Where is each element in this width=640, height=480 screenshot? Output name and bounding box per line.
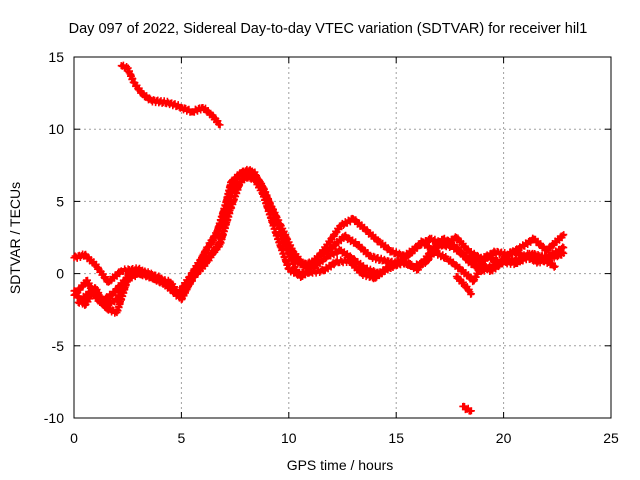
series-trace-high [117,61,224,129]
series-segment [88,287,107,309]
series-segment [324,222,344,249]
series-trace-low [459,402,475,415]
series-segment [372,263,391,282]
y-tick-label: 5 [56,193,64,209]
series-segment [127,267,146,279]
series-segment [346,257,365,277]
series-segment [325,246,343,260]
data-point [467,407,475,415]
x-tick-label: 20 [496,430,512,446]
series-segment [216,187,237,246]
data-point [551,262,559,270]
x-tick-label: 0 [70,430,78,446]
series-segment [105,268,124,286]
series-trace-b [70,168,568,317]
series-segment [82,250,99,269]
plot-frame [73,56,612,419]
axis-ticks: 0 5 10 15 20 25 -10 -5 0 5 10 15 [44,49,619,446]
y-tick-label: -5 [52,338,65,354]
series-segment [436,239,455,251]
y-axis-label: SDTVAR / TECUs [7,182,23,294]
series-segment [281,237,301,277]
y-tick-label: 10 [48,121,64,137]
series-segment [212,190,232,239]
chart-title: Day 097 of 2022, Sidereal Day-to-day VTE… [69,21,588,37]
series-segment [350,216,369,234]
x-tick-label: 5 [178,430,186,446]
y-tick-label: 15 [48,49,64,65]
series-segment [526,249,545,264]
series-segment [114,269,133,304]
series-segment [423,242,442,265]
series-segment [191,257,210,281]
series-segment [272,230,292,273]
series-segment [518,234,537,252]
series-segment [543,231,567,254]
x-axis-label: GPS time / hours [287,457,394,473]
series-segment [290,248,309,271]
grid [74,57,611,418]
series-segment [268,205,288,244]
series-segment [501,257,519,269]
series-segment [295,267,313,279]
series-segment [101,295,120,309]
data-marks [70,61,568,415]
data-point [560,244,568,252]
series-segment [406,237,425,258]
series-trace-a [70,165,568,304]
x-tick-label: 10 [281,430,297,446]
y-tick-label: -10 [44,410,64,426]
series-segment [178,272,198,301]
data-point [467,290,475,298]
x-tick-label: 15 [388,430,404,446]
series-trace-dip [452,272,475,298]
series-segment [255,177,275,211]
series-segment [230,174,249,194]
series-trace-c [70,166,568,307]
series-segment [204,239,223,265]
series-trace-d [74,172,559,309]
y-tick-label: 0 [56,266,64,282]
series-segment [243,172,262,185]
x-tick-label: 25 [603,430,619,446]
series-segment [200,233,219,260]
data-point [216,121,224,129]
series-segment [342,231,360,249]
series-segment [475,257,494,275]
series-segment [453,273,468,290]
series-segment [453,234,472,255]
data-point [560,231,568,239]
